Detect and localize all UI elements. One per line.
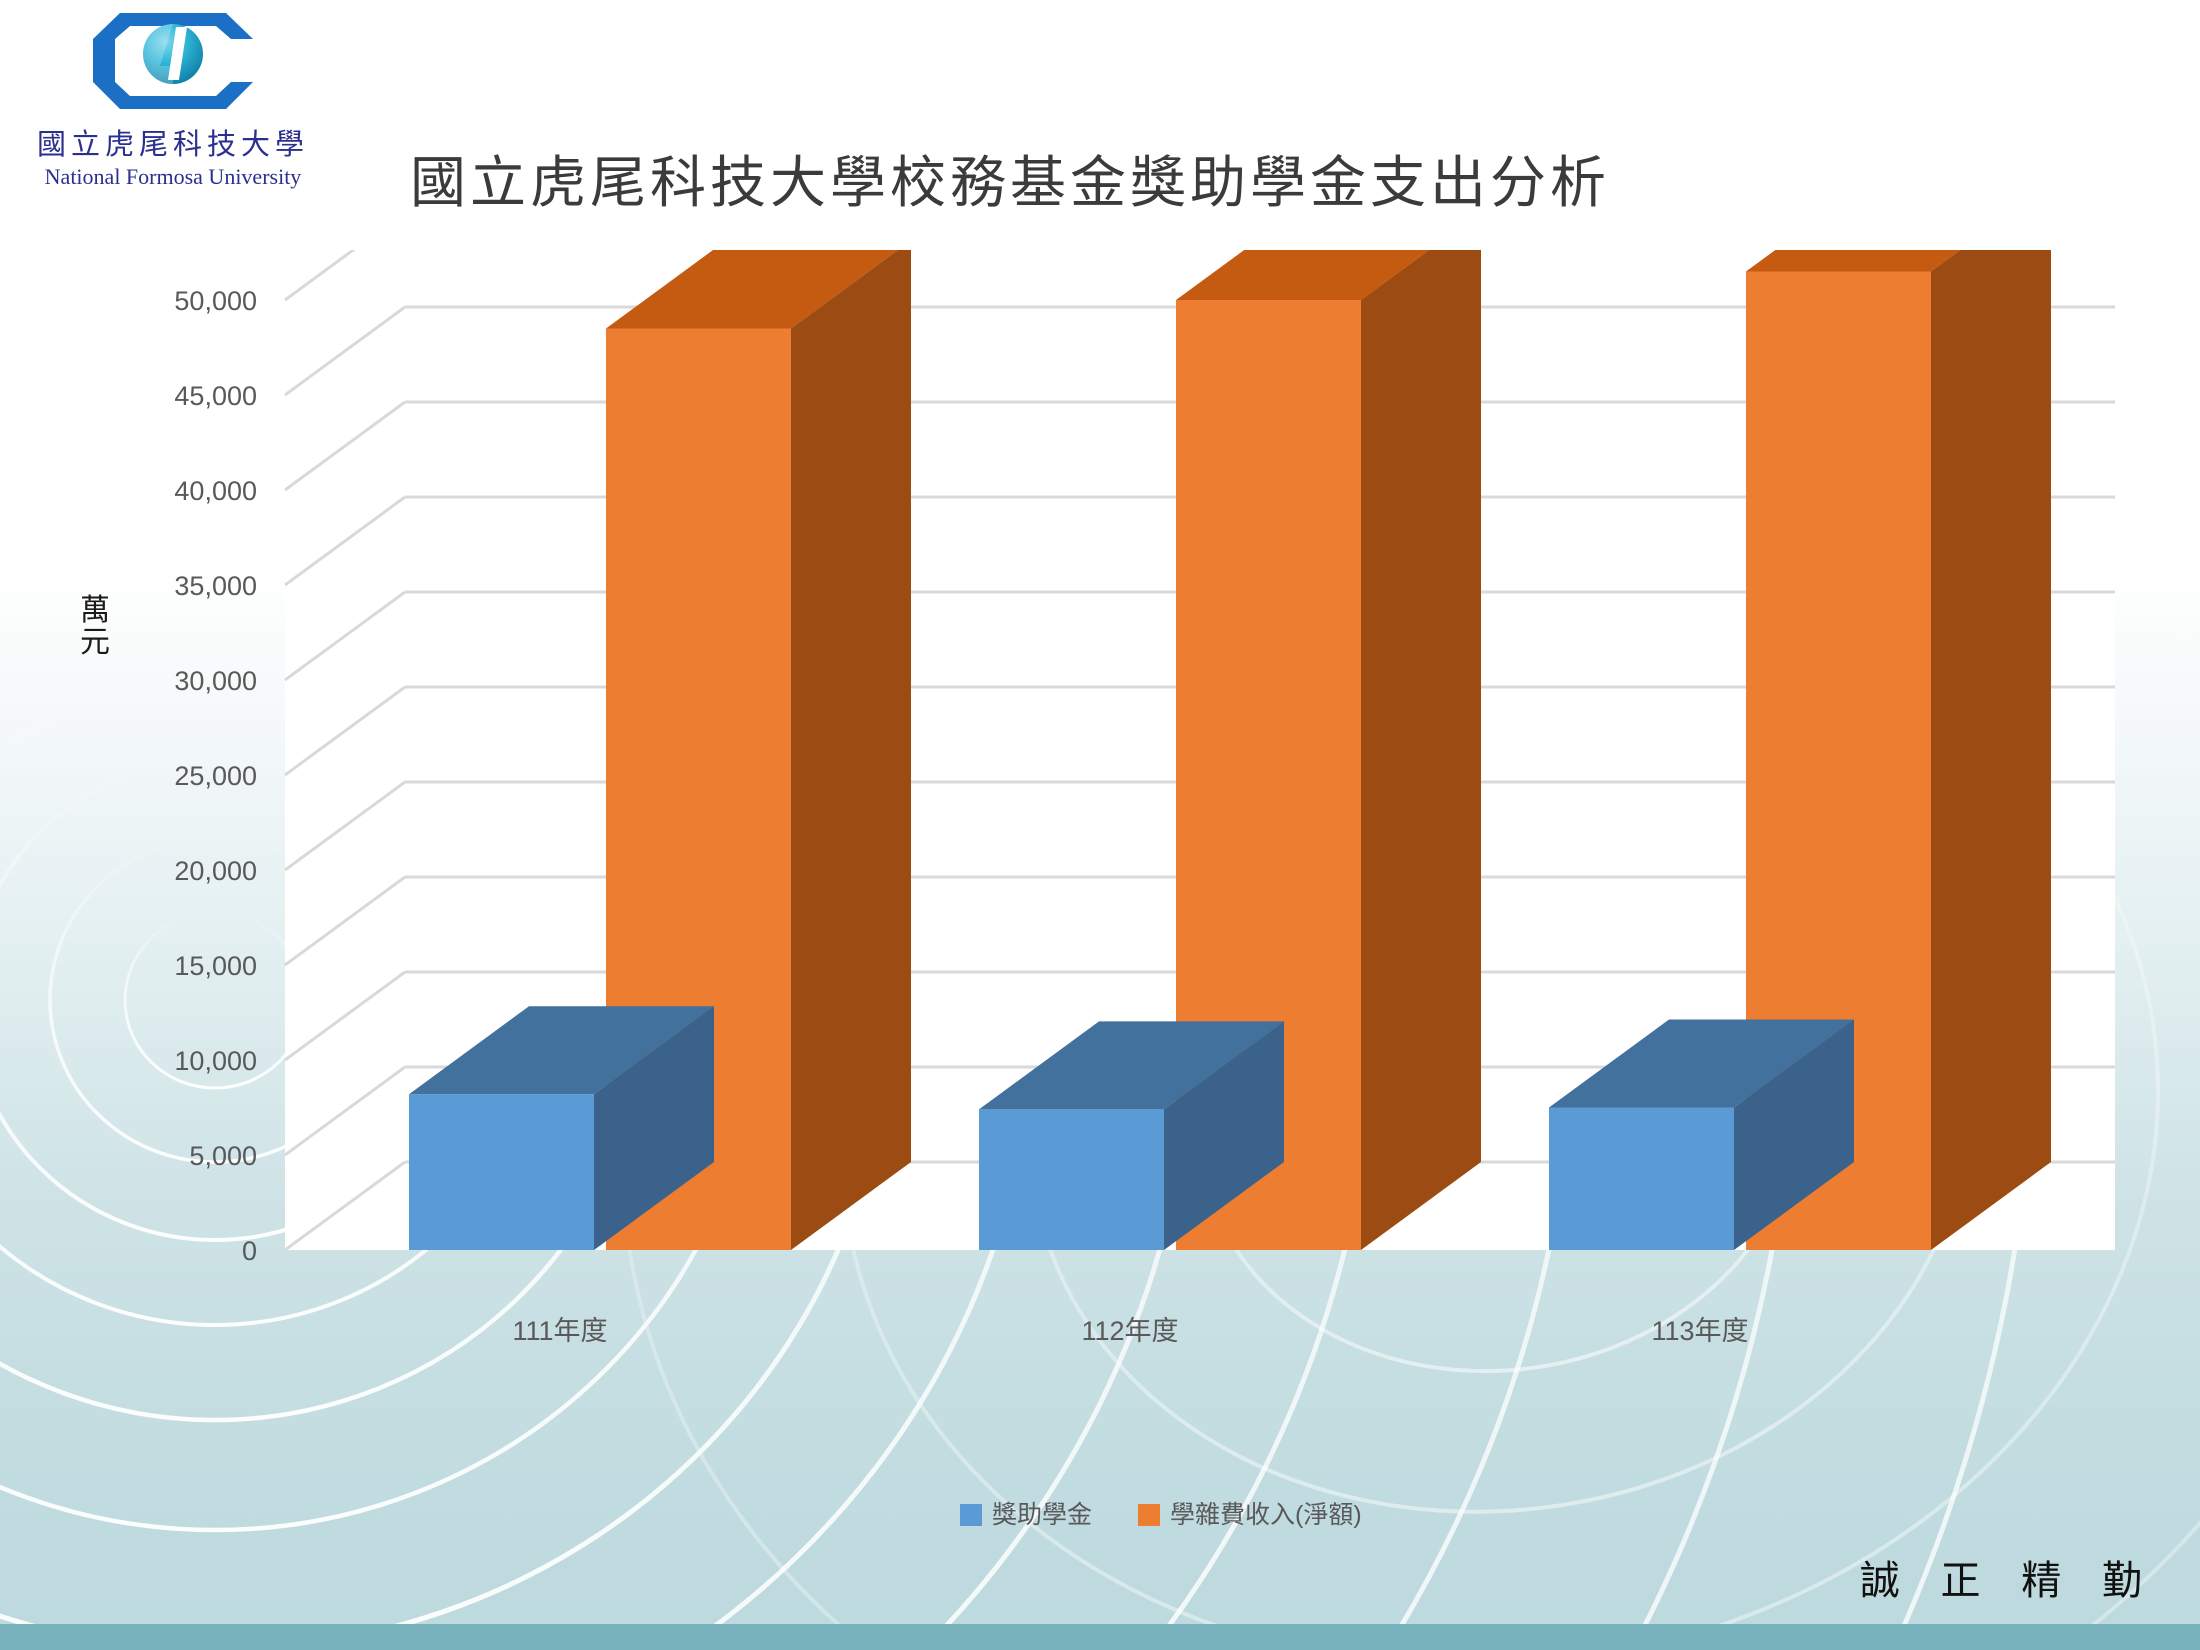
y-tick-label: 30,000	[174, 666, 257, 696]
y-tick-label: 5,000	[189, 1141, 257, 1171]
x-category-label: 111年度	[512, 1316, 607, 1346]
chart-bar-3d	[979, 1021, 1284, 1250]
y-tick-label: 10,000	[174, 1046, 257, 1076]
chart-bars	[409, 250, 2051, 1250]
chart-bar-3d	[1549, 1019, 1854, 1250]
legend-swatch	[960, 1504, 982, 1526]
legend-swatch	[1138, 1504, 1160, 1526]
chart-3d-bar: 0 5,000 10,000 15,000 20,000 25,000 30,000 35,0…	[0, 250, 2200, 1650]
legend-label: 獎助學金	[992, 1501, 1092, 1529]
y-tick-label: 25,000	[174, 761, 257, 791]
chart-bar-3d	[1176, 250, 1481, 1250]
university-logo: 國立虎尾科技大學 National Formosa University	[8, 8, 338, 189]
y-tick-label: 40,000	[174, 476, 257, 506]
chart-y-axis-ticks: 0 5,000 10,000 15,000 20,000 25,000 30,000 35,0…	[174, 286, 257, 1266]
logo-name-chinese: 國立虎尾科技大學	[36, 129, 309, 161]
y-tick-label: 35,000	[174, 571, 257, 601]
x-category-label: 112年度	[1081, 1316, 1178, 1346]
chart-canvas: 0 5,000 10,000 15,000 20,000 25,000 30,000 35,0…	[174, 250, 2115, 1529]
y-tick-label: 0	[242, 1236, 257, 1266]
y-tick-label: 45,000	[174, 381, 257, 411]
bottom-accent-band	[0, 1624, 2200, 1650]
chart-y-axis-title: 萬元	[78, 595, 112, 658]
x-category-label: 113年度	[1651, 1316, 1748, 1346]
logo-name-english: National Formosa University	[44, 163, 302, 189]
page-title: 國立虎尾科技大學校務基金獎助學金支出分析	[410, 151, 1610, 216]
y-tick-label: 20,000	[174, 856, 257, 886]
school-motto: 誠 正 精 勤	[1859, 1558, 2156, 1604]
chart-bar-3d	[409, 1006, 714, 1250]
chart-category-labels: 111年度 112年度 113年度	[512, 1316, 1748, 1346]
chart-legend: 獎助學金 學雜費收入(淨額)	[960, 1501, 1362, 1529]
legend-label: 學雜費收入(淨額)	[1170, 1501, 1362, 1529]
y-axis-title-text: 萬元	[80, 593, 110, 660]
y-tick-label: 50,000	[174, 286, 257, 316]
nfu-hexagon-logo-icon	[93, 13, 253, 109]
y-tick-label: 15,000	[174, 951, 257, 981]
